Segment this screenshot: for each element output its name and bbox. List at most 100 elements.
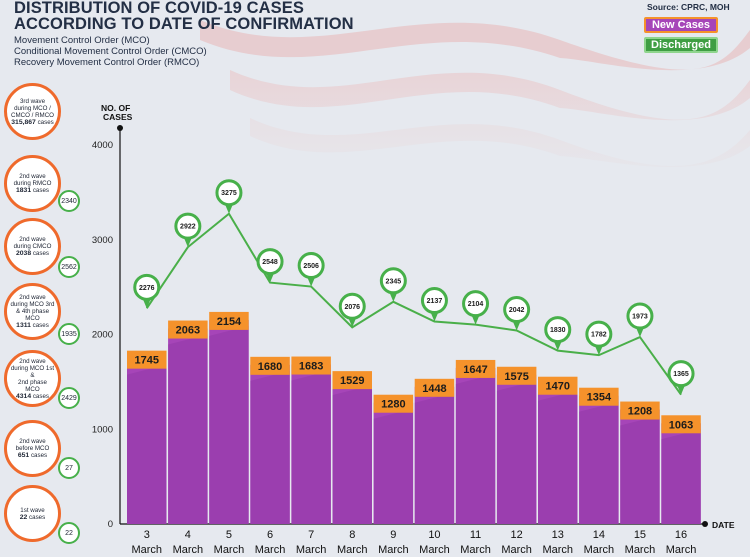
wave-label: 2nd wave xyxy=(19,236,46,243)
bar-value-label: 1683 xyxy=(299,361,323,373)
wave-label: 2nd wave xyxy=(19,173,46,180)
x-tick-suffix: March xyxy=(419,544,450,556)
definition-mco: Movement Control Order (MCO) xyxy=(14,35,150,46)
x-tick-suffix: March xyxy=(460,544,491,556)
discharged-value-label: 1973 xyxy=(632,314,648,321)
x-tick-suffix: March xyxy=(378,544,409,556)
definition-cmco: Conditional Movement Control Order (CMCO… xyxy=(14,46,207,57)
bar-new-cases xyxy=(373,402,414,524)
discharged-value-label: 1782 xyxy=(591,332,607,339)
x-tick-suffix: March xyxy=(255,544,286,556)
y-tick-label: 3000 xyxy=(92,235,113,246)
wave-label: during MCO / xyxy=(14,104,51,112)
source-note: Source: CPRC, MOH xyxy=(647,2,730,12)
wave-discharged-badge: 22 xyxy=(58,522,80,544)
wave-circle: 2nd wave before MCO 651 cases xyxy=(4,420,61,477)
discharged-marker xyxy=(215,179,243,207)
bar-new-cases xyxy=(661,423,701,524)
x-tick-label: 11 xyxy=(470,529,481,541)
bar-new-cases xyxy=(414,386,455,524)
x-tick-suffix: March xyxy=(337,544,368,556)
bar-new-cases xyxy=(538,384,578,524)
definition-rmco: Recovery Movement Control Order (RMCO) xyxy=(14,57,200,68)
discharged-value-label: 2548 xyxy=(262,259,278,266)
x-tick-suffix: March xyxy=(296,544,327,556)
bar-shade xyxy=(661,429,701,524)
bar-value-label: 2154 xyxy=(217,316,242,328)
wave-label: before MCO xyxy=(15,445,50,452)
bar-value-label: 1575 xyxy=(504,371,528,383)
bar-new-cases xyxy=(127,358,167,524)
wave-count: 22 xyxy=(19,513,28,521)
x-axis-cap xyxy=(702,521,708,527)
discharged-marker xyxy=(379,267,407,295)
bar-label-box xyxy=(414,378,455,397)
discharged-marker xyxy=(256,248,284,276)
discharged-value-label: 2104 xyxy=(468,301,484,308)
bar-label-box xyxy=(620,401,660,420)
bar-new-cases xyxy=(332,379,372,524)
wave-label: during RMCO xyxy=(13,180,52,187)
wave-label: 2nd wave xyxy=(19,294,46,301)
bar-value-label: 2063 xyxy=(176,325,200,337)
y-tick-label: 0 xyxy=(108,519,113,530)
bar-shade xyxy=(209,325,249,524)
discharged-value-label: 1365 xyxy=(673,371,689,378)
bar-shade xyxy=(579,401,619,524)
bar-label-box xyxy=(661,415,701,434)
x-tick-label: 4 xyxy=(185,529,191,541)
discharged-marker xyxy=(133,273,161,301)
title-line-2: ACCORDING TO DATE OF CONFIRMATION xyxy=(14,15,354,33)
bar-value-label: 1470 xyxy=(546,381,570,393)
wave-count: 651 xyxy=(17,452,30,459)
bar-shade xyxy=(168,334,208,524)
x-tick-label: 6 xyxy=(267,529,273,541)
discharged-value-label: 2922 xyxy=(180,224,196,231)
wave-discharged-badge: 2340 xyxy=(58,190,80,212)
bar-new-cases xyxy=(250,364,290,524)
wave-label: 2nd wave xyxy=(19,357,46,365)
discharged-value-label: 3275 xyxy=(221,190,237,197)
y-axis-label: NO. OF xyxy=(101,103,130,113)
bar-shade xyxy=(127,364,167,524)
discharged-marker xyxy=(297,252,325,280)
bar-new-cases xyxy=(209,319,249,524)
wave-label: 1st wave xyxy=(20,506,45,514)
bar-new-cases xyxy=(496,374,537,524)
wave-label: 2nd wave xyxy=(19,438,46,445)
bar-label-box xyxy=(127,350,167,369)
wave-label: during CMCO xyxy=(13,243,52,250)
x-tick-label: 3 xyxy=(144,529,150,541)
discharged-value-label: 2042 xyxy=(509,307,525,314)
x-tick-label: 16 xyxy=(675,529,687,541)
wave-circle: 3rd wave during MCO / CMCO / RMCO 315,867 c… xyxy=(4,83,61,140)
wave-discharged-badge: 2429 xyxy=(58,387,80,409)
x-tick-label: 7 xyxy=(308,529,314,541)
chart-title: DISTRIBUTION OF COVID-19 CASES ACCORDING… xyxy=(14,0,354,32)
bar-value-label: 1680 xyxy=(258,361,282,373)
discharged-marker xyxy=(626,302,654,330)
x-tick-suffix: March xyxy=(666,544,697,556)
discharged-value-label: 1830 xyxy=(550,327,566,334)
discharged-value-label: 2506 xyxy=(303,263,319,270)
bar-label-box xyxy=(332,371,372,390)
bar-label-box xyxy=(291,356,331,375)
x-tick-label: 8 xyxy=(349,529,355,541)
x-tick-label: 5 xyxy=(226,529,232,541)
wave-label: during MCO 1st & xyxy=(10,364,55,379)
wave-discharged-badge: 1935 xyxy=(58,323,80,345)
bar-new-cases xyxy=(291,364,331,524)
discharged-marker xyxy=(174,212,202,240)
x-axis-label: DATE xyxy=(712,520,735,530)
wave-circle: 2nd wave during MCO 1st & 2nd phase MCO 431… xyxy=(4,350,61,407)
wave-circle: 1st wave 22 cases xyxy=(4,485,61,542)
x-tick-suffix: March xyxy=(584,544,615,556)
bar-shade xyxy=(455,373,496,524)
wave-circle: 2nd wave during RMCO 1831 cases xyxy=(4,155,61,212)
bar-label-box xyxy=(579,387,619,406)
order-definitions: Movement Control Order (MCO) Conditional… xyxy=(14,35,207,68)
bar-value-label: 1448 xyxy=(422,383,446,395)
bar-shade xyxy=(250,370,290,524)
discharged-line xyxy=(145,212,682,396)
